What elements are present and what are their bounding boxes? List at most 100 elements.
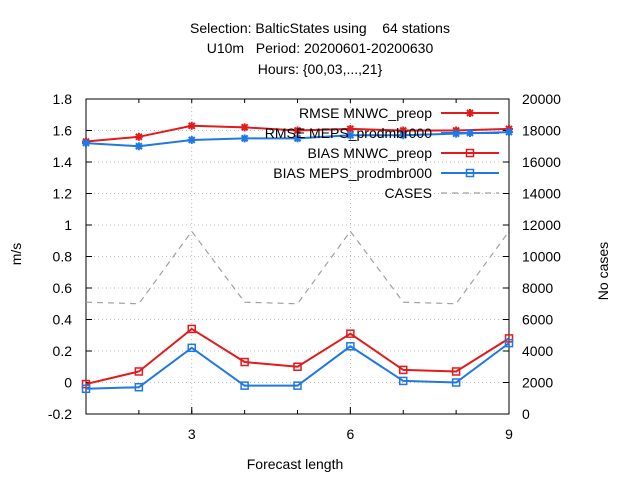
series-line [85, 342, 510, 390]
y-tick-label: 0.6 [53, 280, 73, 296]
y2-tick-label: 12000 [522, 217, 561, 233]
series-line [85, 230, 510, 305]
y-tick-label: -0.2 [48, 406, 72, 422]
marker-stroke [240, 123, 249, 132]
marker-stroke [240, 134, 249, 143]
series-cases [85, 230, 510, 305]
y2-tick-label: 14000 [522, 186, 561, 202]
marker-stroke [466, 109, 474, 117]
plot-frame [85, 98, 510, 415]
marker-stroke [188, 122, 196, 130]
data-point [293, 126, 302, 135]
data-point [293, 381, 302, 390]
axes-layer: -0.2 0 0.2 0.4 0.6 0.8 1 1.2 1.4 1.6 1.8 0 2000 4000 6… [48, 91, 561, 442]
y2-tick-label: 20000 [522, 91, 561, 107]
data-point [466, 109, 474, 117]
marker-stroke [346, 125, 355, 133]
data-point [451, 367, 461, 376]
data-point [465, 148, 475, 158]
data-point [82, 139, 90, 148]
data-point [134, 367, 144, 376]
legend-label: BIAS MNWC_preop [308, 145, 433, 161]
data-point [466, 129, 474, 137]
y2-tick-label: 6000 [522, 312, 553, 328]
legend-label: BIAS MEPS_prodmbr000 [273, 165, 432, 181]
data-point [187, 324, 196, 334]
data-point [134, 142, 143, 151]
data-point [240, 357, 249, 367]
y-tick-label: 1.8 [53, 91, 73, 107]
y2-tick-label: 16000 [522, 154, 561, 170]
y-tick-label: 1.6 [53, 123, 73, 139]
legend-entry: BIAS MNWC_preop [308, 145, 499, 161]
legend-label: CASES [385, 185, 432, 201]
y-tick-label: 1.4 [53, 154, 73, 170]
data-point [240, 134, 249, 143]
series-layer [81, 121, 514, 394]
data-point [504, 334, 514, 343]
y2-tick-label: 10000 [522, 249, 561, 265]
marker-stroke [135, 133, 143, 141]
legend-label: RMSE MNWC_preop [299, 105, 432, 121]
data-point [293, 362, 302, 371]
marker-stroke [505, 128, 513, 136]
marker-stroke [293, 134, 302, 143]
y-tick-label: 0 [64, 375, 72, 391]
data-point [134, 382, 144, 392]
y-axis-label: m/s [8, 242, 24, 266]
data-point [81, 379, 91, 389]
y-tick-label: 1 [64, 217, 72, 233]
data-point [465, 168, 475, 178]
data-point [134, 132, 143, 141]
data-point [399, 376, 408, 386]
x-tick-label: 6 [346, 426, 354, 442]
data-point [451, 378, 461, 387]
marker-stroke [399, 131, 407, 139]
x-axis-label: Forecast length [246, 456, 344, 472]
y-tick-label: 0.2 [53, 343, 73, 359]
y2-tick-label: 8000 [522, 280, 553, 296]
chart-title-line-3: Hours: {00,03,...,21} [257, 61, 383, 77]
data-point [187, 121, 196, 130]
marker-stroke [135, 142, 143, 150]
legend-label: RMSE MEPS_prodmbr000 [265, 125, 433, 141]
x-tick-label: 9 [505, 426, 513, 442]
x-tick-label: 3 [188, 426, 196, 442]
chart-title-line-1: Selection: BalticStates using 64 station… [190, 20, 450, 36]
data-point [187, 343, 196, 353]
data-point [293, 134, 302, 143]
marker-stroke [346, 131, 355, 139]
data-point [346, 131, 355, 140]
data-point [240, 381, 249, 390]
marker-stroke [466, 129, 474, 137]
data-point [187, 135, 196, 144]
y-tick-label: 0.4 [53, 312, 73, 328]
legend-entry: RMSE MEPS_prodmbr000 [265, 125, 499, 141]
data-point [81, 384, 91, 394]
y-tick-label: 0.8 [53, 249, 73, 265]
legend-entry: CASES [385, 185, 499, 201]
y2-tick-label: 2000 [522, 375, 553, 391]
y2-tick-label: 4000 [522, 343, 553, 359]
data-point [240, 123, 249, 132]
y2-tick-label: 0 [522, 406, 530, 422]
marker-stroke [188, 136, 196, 144]
data-point [505, 128, 513, 137]
data-point [399, 131, 408, 140]
legend: RMSE MNWC_preop RMSE MEPS_prodmbr000 BIAS … [265, 105, 499, 201]
data-point [399, 365, 408, 375]
y-tick-label: 1.2 [53, 186, 73, 202]
data-point [346, 329, 355, 338]
series-bias-mnwc-preop [81, 324, 514, 389]
y2-tick-label: 18000 [522, 123, 561, 139]
series-bias-meps-prodmbr000 [81, 338, 514, 394]
marker-stroke [82, 139, 90, 147]
chart-title-line-2: U10m Period: 20200601-20200630 [206, 40, 434, 56]
data-point [346, 342, 355, 351]
legend-entry: BIAS MEPS_prodmbr000 [273, 165, 499, 181]
series-line [85, 327, 510, 386]
data-point [504, 338, 514, 348]
y2-axis-label: No cases [595, 241, 611, 301]
marker-stroke [293, 126, 302, 135]
